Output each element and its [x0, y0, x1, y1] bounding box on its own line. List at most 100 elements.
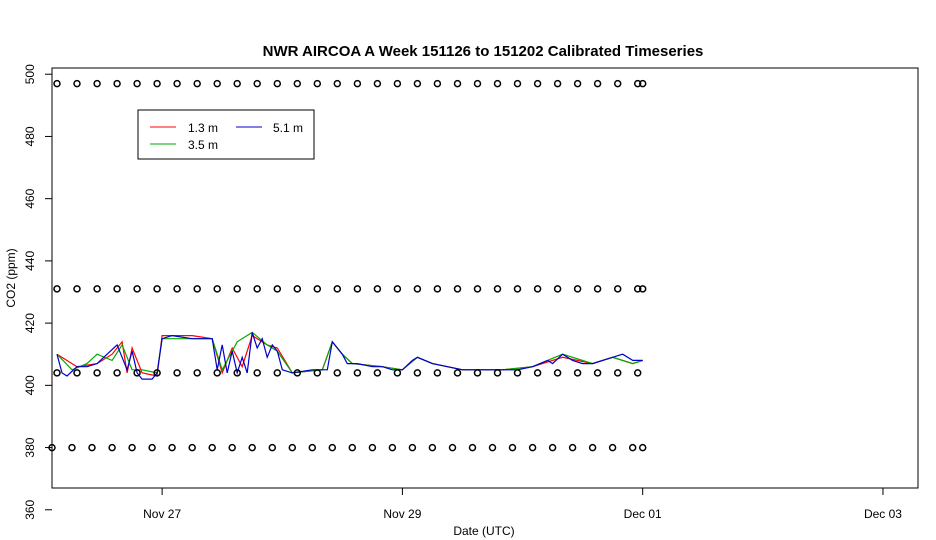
open-circle-point — [248, 443, 256, 452]
open-circle-point — [493, 79, 502, 88]
open-circle-point — [53, 285, 61, 293]
open-circle-point — [413, 285, 422, 293]
open-circle-point — [633, 285, 642, 293]
open-circle-point — [553, 285, 562, 293]
open-circle-point — [413, 79, 422, 88]
open-circle-point — [473, 79, 482, 88]
y-tick-label: 500 — [23, 64, 37, 84]
open-circle-point — [513, 285, 522, 293]
open-circle-point — [68, 443, 76, 452]
open-circle-point — [373, 285, 382, 293]
y-tick-label: 460 — [23, 188, 37, 208]
series-line-3-5-m — [56, 331, 643, 374]
open-circle-point — [53, 79, 61, 88]
open-circle-point — [468, 443, 477, 452]
open-circle-point — [428, 443, 437, 452]
open-circle-point — [173, 285, 181, 293]
open-circle-point — [473, 285, 482, 293]
open-circle-point — [128, 443, 136, 452]
open-circle-point — [553, 369, 562, 377]
y-axis: 360 380 400 420 440 460 480 500 — [23, 64, 52, 520]
open-circle-point — [193, 79, 201, 88]
open-circle-point — [253, 79, 261, 88]
open-circle-point — [373, 79, 382, 88]
x-tick-label: Dec 01 — [624, 507, 662, 521]
open-circle-point — [628, 443, 637, 452]
open-circle-point — [73, 285, 81, 293]
open-circle-point — [153, 79, 161, 88]
y-tick-label: 420 — [23, 313, 37, 333]
open-circle-point — [353, 369, 362, 377]
open-circle-point — [508, 443, 517, 452]
open-circle-point — [233, 369, 241, 377]
open-circle-point — [253, 285, 261, 293]
open-circle-point — [328, 443, 337, 452]
open-circle-point — [513, 369, 522, 377]
open-circle-point — [53, 369, 61, 377]
open-circle-point — [553, 79, 562, 88]
open-circle-point — [533, 285, 542, 293]
open-circle-point — [288, 443, 297, 452]
plot-series — [48, 79, 647, 452]
open-circle-point — [638, 285, 647, 293]
y-tick-label: 400 — [23, 375, 37, 395]
open-circle-point — [528, 443, 537, 452]
open-circle-point — [133, 285, 141, 293]
open-circle-point — [413, 369, 422, 377]
y-tick-label: 480 — [23, 126, 37, 146]
open-circle-point — [588, 443, 597, 452]
legend-label-1-3m: 1.3 m — [188, 121, 218, 135]
open-circle-point — [393, 369, 402, 377]
open-circle-point — [453, 285, 462, 293]
x-tick-label: Nov 29 — [383, 507, 421, 521]
open-circle-point — [93, 369, 101, 377]
open-circle-point — [293, 285, 302, 293]
open-circle-point — [313, 369, 322, 377]
open-circle-point — [638, 443, 647, 452]
open-circle-point — [433, 79, 442, 88]
open-circle-point — [593, 369, 602, 377]
open-circle-point — [448, 443, 457, 452]
y-tick-label: 440 — [23, 251, 37, 271]
legend-label-3-5m: 3.5 m — [188, 138, 218, 152]
open-circle-point — [388, 443, 397, 452]
open-circle-point — [153, 369, 161, 377]
open-circle-point — [113, 285, 121, 293]
open-circle-point — [573, 369, 582, 377]
open-circle-point — [228, 443, 236, 452]
open-circle-point — [548, 443, 557, 452]
open-circle-point — [213, 285, 221, 293]
open-circle-point — [93, 285, 101, 293]
open-circle-point — [113, 369, 121, 377]
open-circle-point — [333, 369, 342, 377]
y-tick-label: 360 — [23, 499, 37, 519]
open-circle-point — [93, 79, 101, 88]
open-circle-point — [333, 79, 342, 88]
open-circle-point — [193, 369, 201, 377]
x-tick-label: Nov 27 — [143, 507, 181, 521]
chart-title: NWR AIRCOA A Week 151126 to 151202 Calib… — [263, 43, 704, 60]
open-circle-point — [113, 79, 121, 88]
open-circle-point — [213, 79, 221, 88]
open-circle-point — [533, 369, 542, 377]
open-circle-point — [133, 369, 141, 377]
open-circle-point — [333, 285, 342, 293]
open-circle-point — [268, 443, 277, 452]
open-circle-point — [393, 285, 402, 293]
y-axis-label: CO2 (ppm) — [4, 248, 18, 307]
open-circle-point — [368, 443, 377, 452]
open-circle-point — [88, 443, 96, 452]
open-circle-point — [233, 79, 241, 88]
open-circle-point — [293, 79, 302, 88]
open-circle-point — [348, 443, 357, 452]
open-circle-point — [73, 79, 81, 88]
open-circle-point — [193, 285, 201, 293]
open-circle-point — [353, 79, 362, 88]
open-circle-point — [453, 369, 462, 377]
open-circle-point — [168, 443, 176, 452]
open-circle-point — [513, 79, 522, 88]
open-circle-point — [613, 79, 622, 88]
open-circle-point — [593, 285, 602, 293]
legend-box — [137, 109, 315, 160]
